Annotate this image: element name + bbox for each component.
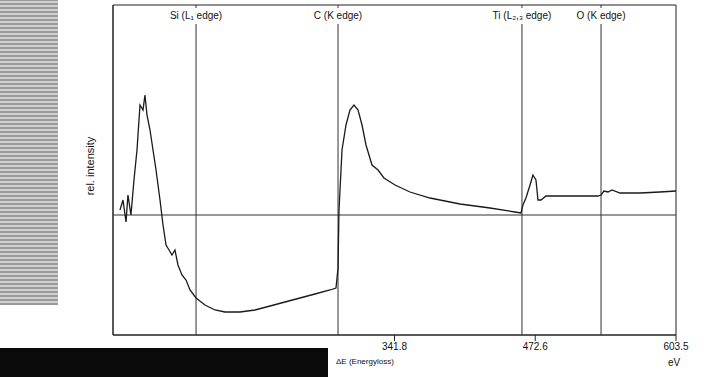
html-text:ΔE (Energyloss): ΔE (Energyloss) — [336, 357, 394, 366]
html-text:rel. intensity: rel. intensity — [84, 136, 96, 196]
svg-text:472.6: 472.6 — [523, 341, 548, 352]
svg-text:Ti (L₂,₃ edge): Ti (L₂,₃ edge) — [493, 10, 552, 21]
svg-text:O (K edge): O (K edge) — [577, 10, 626, 21]
svg-text:C (K edge): C (K edge) — [314, 10, 362, 21]
svg-text:341.8: 341.8 — [382, 341, 407, 352]
svg-text:Si (L₁ edge): Si (L₁ edge) — [170, 10, 222, 21]
svg-text:603.5: 603.5 — [663, 341, 688, 352]
html-text:eV: eV — [668, 357, 681, 368]
